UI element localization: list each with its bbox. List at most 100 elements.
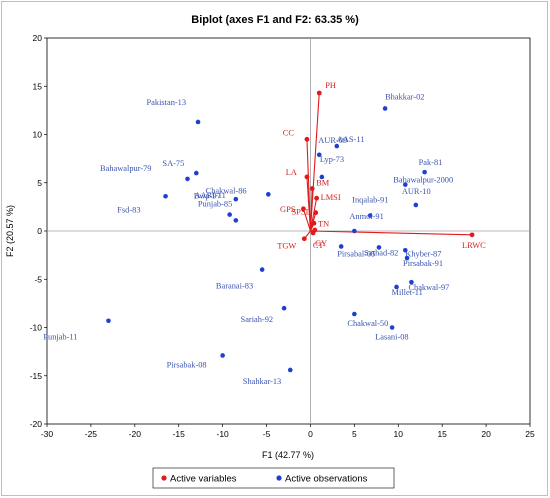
observation-point bbox=[352, 311, 357, 317]
variable-label: LA bbox=[286, 168, 297, 177]
observation-point bbox=[259, 267, 265, 272]
observation-label: AUR-09 bbox=[318, 136, 347, 145]
variable-label: CT bbox=[313, 241, 324, 250]
observation-point bbox=[220, 353, 225, 358]
x-tick-label: -30 bbox=[41, 429, 54, 439]
variable-label: LMSI bbox=[321, 193, 341, 202]
y-tick-label: 0 bbox=[37, 226, 42, 236]
observation-label: Punjab-11 bbox=[43, 333, 77, 342]
observation-point bbox=[195, 119, 201, 125]
variable-point bbox=[304, 174, 310, 180]
legend-label-observations: Active observations bbox=[285, 474, 368, 485]
y-tick-label: 20 bbox=[33, 33, 43, 43]
y-tick-label: -5 bbox=[34, 274, 42, 284]
y-tick-label: 10 bbox=[33, 130, 43, 140]
variable-label: TN bbox=[318, 219, 329, 228]
observation-point bbox=[413, 202, 419, 208]
observation-label: Bwp-97 bbox=[194, 191, 221, 200]
observation-label: Chakwal-50 bbox=[347, 319, 388, 328]
observation-label: Bhakkar-02 bbox=[385, 92, 424, 101]
variable-label: GY bbox=[315, 239, 327, 248]
observation-label: Bahawalpur-2000 bbox=[393, 176, 453, 185]
observation-label: Fsd-83 bbox=[117, 205, 140, 214]
observation-point bbox=[422, 169, 427, 175]
variable-point bbox=[314, 195, 320, 201]
observation-label: Sarhad-82 bbox=[364, 248, 398, 257]
observation-point bbox=[185, 176, 190, 182]
variable-point bbox=[311, 220, 317, 226]
observation-point bbox=[409, 279, 414, 285]
observation-label: AARI-11 bbox=[194, 191, 225, 200]
observation-point bbox=[404, 255, 410, 261]
observation-label: Shahkar-13 bbox=[243, 377, 281, 386]
variable-point bbox=[312, 227, 318, 233]
observation-point bbox=[163, 193, 168, 199]
observation-label: Bahawalpur-79 bbox=[100, 164, 151, 173]
observation-point bbox=[382, 106, 388, 111]
x-tick-label: 10 bbox=[394, 429, 404, 439]
observation-point bbox=[281, 305, 287, 311]
observation-label: SA-75 bbox=[162, 159, 184, 168]
observation-label: Pak-81 bbox=[419, 158, 443, 167]
x-tick-label: -15 bbox=[173, 429, 186, 439]
variable-vector bbox=[310, 230, 473, 236]
observation-point bbox=[233, 196, 239, 202]
observation-label: Anmol-91 bbox=[349, 212, 383, 221]
observation-label: Pirsabal-05 bbox=[337, 249, 375, 258]
x-tick-label: -5 bbox=[263, 429, 271, 439]
observation-point bbox=[266, 192, 271, 197]
variable-label: PH bbox=[325, 81, 336, 90]
y-axis-label: F2 (20.57 %) bbox=[5, 205, 15, 257]
x-tick-label: 25 bbox=[525, 429, 535, 439]
y-tick-label: 5 bbox=[37, 178, 42, 188]
x-tick-label: 20 bbox=[481, 429, 491, 439]
observation-label: Inqalab-91 bbox=[352, 196, 388, 205]
x-tick-label: -10 bbox=[216, 429, 229, 439]
observation-point bbox=[402, 182, 408, 187]
observation-point bbox=[367, 213, 373, 218]
variable-point bbox=[313, 210, 319, 216]
y-tick-label: 15 bbox=[33, 81, 43, 91]
variable-point bbox=[301, 206, 306, 212]
observation-point bbox=[106, 318, 111, 324]
observation-label: Pirsabak-91 bbox=[403, 259, 443, 268]
observation-label: Pirsabak-08 bbox=[167, 360, 207, 369]
legend-marker-variables bbox=[161, 475, 167, 481]
variable-label: GPS bbox=[280, 205, 296, 214]
x-tick-label: -20 bbox=[129, 429, 142, 439]
axes-group: -30 -25 -20 -15 -10 -5 0 5 10 15 20 25 -20 -15 -10 -5 0 5… bbox=[30, 33, 535, 439]
observation-label: Lyp-73 bbox=[320, 155, 344, 164]
observation-point bbox=[287, 367, 293, 373]
observation-point bbox=[193, 170, 199, 176]
variable-label: TGW bbox=[277, 242, 296, 251]
variable-point bbox=[469, 232, 475, 238]
observation-point bbox=[389, 325, 395, 330]
observation-label: Millet-11 bbox=[392, 288, 423, 297]
observation-point bbox=[227, 212, 232, 217]
variable-point bbox=[304, 136, 310, 142]
observation-point bbox=[316, 152, 322, 158]
observation-label: Chakwal-97 bbox=[408, 283, 449, 292]
variable-vector bbox=[302, 208, 311, 232]
y-tick-label: -15 bbox=[30, 371, 43, 381]
variable-point bbox=[316, 90, 322, 96]
observation-point bbox=[319, 174, 325, 180]
variable-point bbox=[309, 186, 315, 191]
observation-point bbox=[376, 245, 382, 250]
legend: Active variables Active observations bbox=[152, 467, 395, 489]
chart-title: Biplot (axes F1 and F2: 63.35 %) bbox=[191, 14, 359, 26]
y-tick-label: -20 bbox=[30, 419, 43, 429]
variable-label: BM bbox=[316, 179, 330, 188]
observation-label: AUR-10 bbox=[402, 187, 431, 196]
y-tick-label: -10 bbox=[30, 323, 43, 333]
observation-label: Pakistan-13 bbox=[147, 98, 187, 107]
observation-point bbox=[352, 228, 357, 234]
legend-label-variables: Active variables bbox=[170, 474, 237, 485]
x-tick-label: 15 bbox=[437, 429, 447, 439]
x-tick-label: 0 bbox=[308, 429, 313, 439]
observation-label: Baranai-83 bbox=[216, 282, 253, 291]
